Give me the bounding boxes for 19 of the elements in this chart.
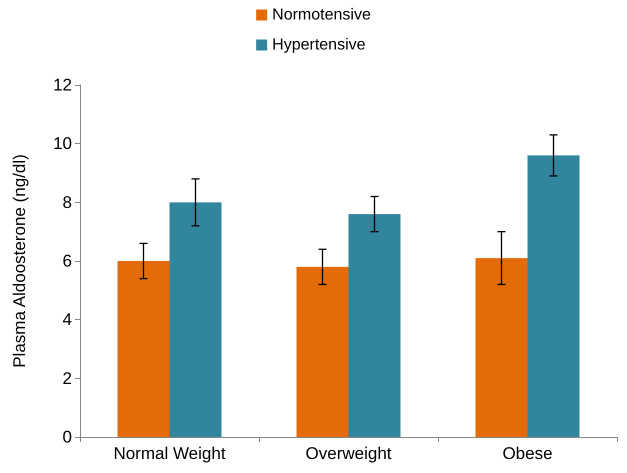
bar: [170, 202, 222, 437]
legend-label: Normotensive: [272, 6, 371, 24]
y-tick-label: 12: [53, 76, 72, 94]
y-tick-label: 6: [62, 252, 72, 270]
y-tick-label: 8: [62, 192, 72, 212]
legend-label: Hypertensive: [272, 36, 366, 54]
y-axis-title: Plasma Aldoosterone (ng/dl): [10, 154, 29, 368]
bar: [296, 266, 348, 437]
x-tick-label: Obese: [502, 444, 553, 463]
y-tick-label: 0: [62, 428, 72, 446]
bar: [528, 155, 580, 437]
bar: [476, 258, 528, 437]
y-tick-label: 10: [53, 134, 72, 154]
y-tick-label: 2: [62, 368, 72, 388]
x-tick-label: Overweight: [306, 444, 392, 463]
x-tick-label: Normal Weight: [113, 444, 226, 463]
bar: [118, 261, 170, 437]
bar: [348, 214, 400, 437]
y-tick-label: 4: [62, 310, 72, 330]
